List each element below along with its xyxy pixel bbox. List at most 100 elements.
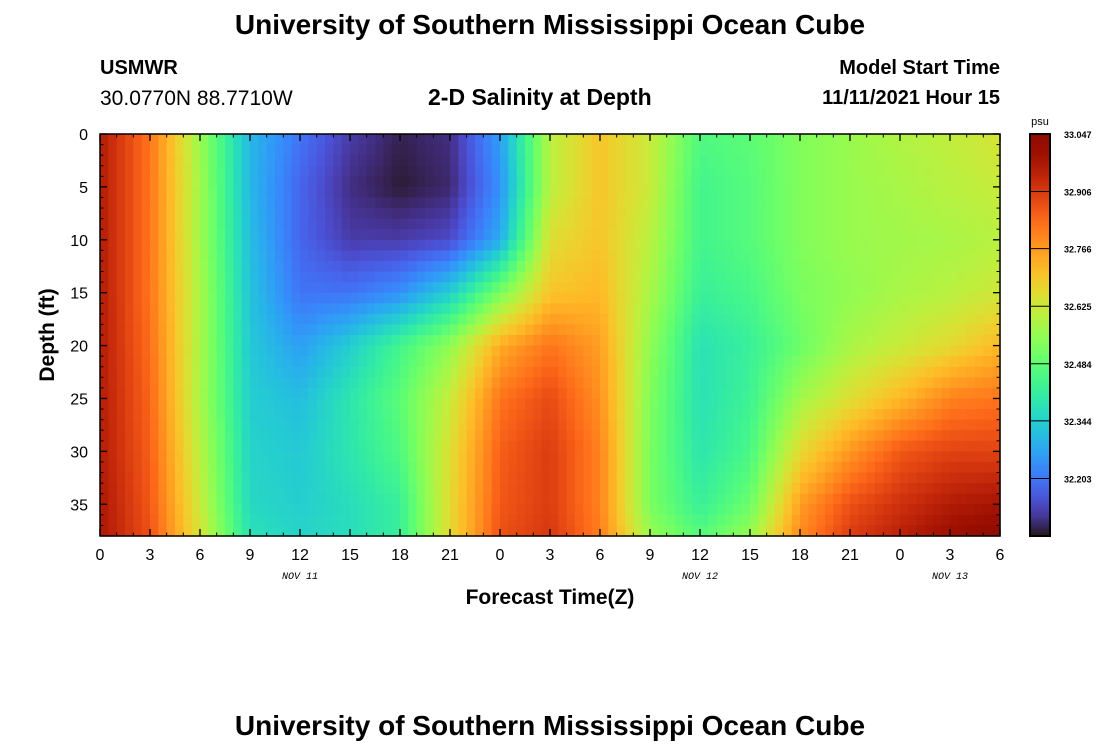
heatmap-cell [166,292,176,304]
heatmap-cell [866,250,876,262]
heatmap-cell [666,398,676,410]
heatmap-cell [691,292,701,304]
heatmap-cell [875,409,884,421]
heatmap-cell [275,356,284,368]
heatmap-cell [416,208,426,220]
heatmap-cell [483,165,493,177]
heatmap-cell [375,461,384,474]
heatmap-cell [908,366,918,378]
heatmap-cell [400,134,409,146]
heatmap-cell [550,271,559,283]
heatmap-cell [683,398,693,410]
heatmap-cell [475,292,484,304]
heatmap-cell [483,525,493,537]
heatmap-cell [391,324,401,336]
heatmap-cell [516,472,526,484]
heatmap-cell [383,155,393,167]
heatmap-cell [900,144,909,156]
heatmap-cell [933,303,943,315]
heatmap-cell [816,186,826,199]
heatmap-cell [508,208,518,220]
heatmap-cell [666,165,676,177]
heatmap-cell [325,387,334,400]
heatmap-cell [650,366,659,378]
heatmap-cell [950,303,959,315]
heatmap-cell [225,239,234,251]
heatmap-cell [775,525,784,537]
heatmap-cell [508,335,518,347]
heatmap-cell [783,409,793,421]
heatmap-cell [650,282,659,294]
heatmap-cell [691,282,701,294]
heatmap-cell [666,461,676,474]
x-tick-label: 3 [546,547,555,564]
heatmap-cell [550,208,559,220]
heatmap-cell [508,440,518,452]
heatmap-cell [391,451,401,463]
heatmap-cell [866,313,876,326]
heatmap-cell [233,366,243,378]
heatmap-cell [491,208,501,220]
heatmap-cell [266,335,276,347]
heatmap-cell [591,504,601,516]
heatmap-cell [425,335,434,347]
heatmap-cell [475,430,484,442]
heatmap-cell [116,271,126,283]
heatmap-cell [166,229,176,241]
heatmap-cell [883,398,893,410]
heatmap-cell [158,493,168,505]
heatmap-cell [341,155,351,167]
heatmap-cell [608,208,618,220]
heatmap-cell [741,409,751,421]
heatmap-cell [700,144,709,156]
heatmap-cell [100,176,109,188]
heatmap-cell [608,451,618,463]
heatmap-cell [291,461,301,474]
heatmap-cell [225,345,234,357]
heatmap-cell [133,250,143,262]
heatmap-cell [900,409,909,421]
heatmap-cell [891,282,901,294]
heatmap-cell [958,525,968,537]
heatmap-cell [600,461,609,474]
heatmap-cell [433,440,443,452]
heatmap-cell [450,165,459,177]
heatmap-cell [316,409,326,421]
heatmap-cell [258,377,268,389]
heatmap-cell [308,409,318,421]
heatmap-cell [975,398,984,410]
heatmap-cell [791,134,801,146]
heatmap-cell [575,292,584,304]
heatmap-cell [633,366,643,378]
heatmap-cell [150,451,159,463]
heatmap-cell [200,419,209,431]
heatmap-cell [758,260,768,273]
heatmap-cell [808,419,818,431]
heatmap-cell [775,176,784,188]
heatmap-cell [483,430,493,442]
heatmap-cell [633,134,643,146]
heatmap-cell [300,525,309,537]
heatmap-cell [350,313,359,326]
heatmap-cell [850,525,859,537]
heatmap-cell [975,165,984,177]
x-tick-label: 0 [496,547,505,564]
heatmap-cell [391,165,401,177]
heatmap-cell [908,282,918,294]
heatmap-cell [416,176,426,188]
heatmap-cell [175,430,184,442]
heatmap-cell [975,324,984,336]
heatmap-cell [633,282,643,294]
heatmap-cell [641,144,651,156]
heatmap-cell [758,218,768,230]
heatmap-cell [891,250,901,262]
heatmap-cell [783,260,793,273]
heatmap-cell [891,271,901,283]
heatmap-cell [383,197,393,209]
heatmap-cell [675,419,684,431]
heatmap-cell [558,218,568,230]
heatmap-cell [591,493,601,505]
heatmap-cell [283,208,293,220]
heatmap-cell [958,260,968,273]
heatmap-cell [466,430,476,442]
